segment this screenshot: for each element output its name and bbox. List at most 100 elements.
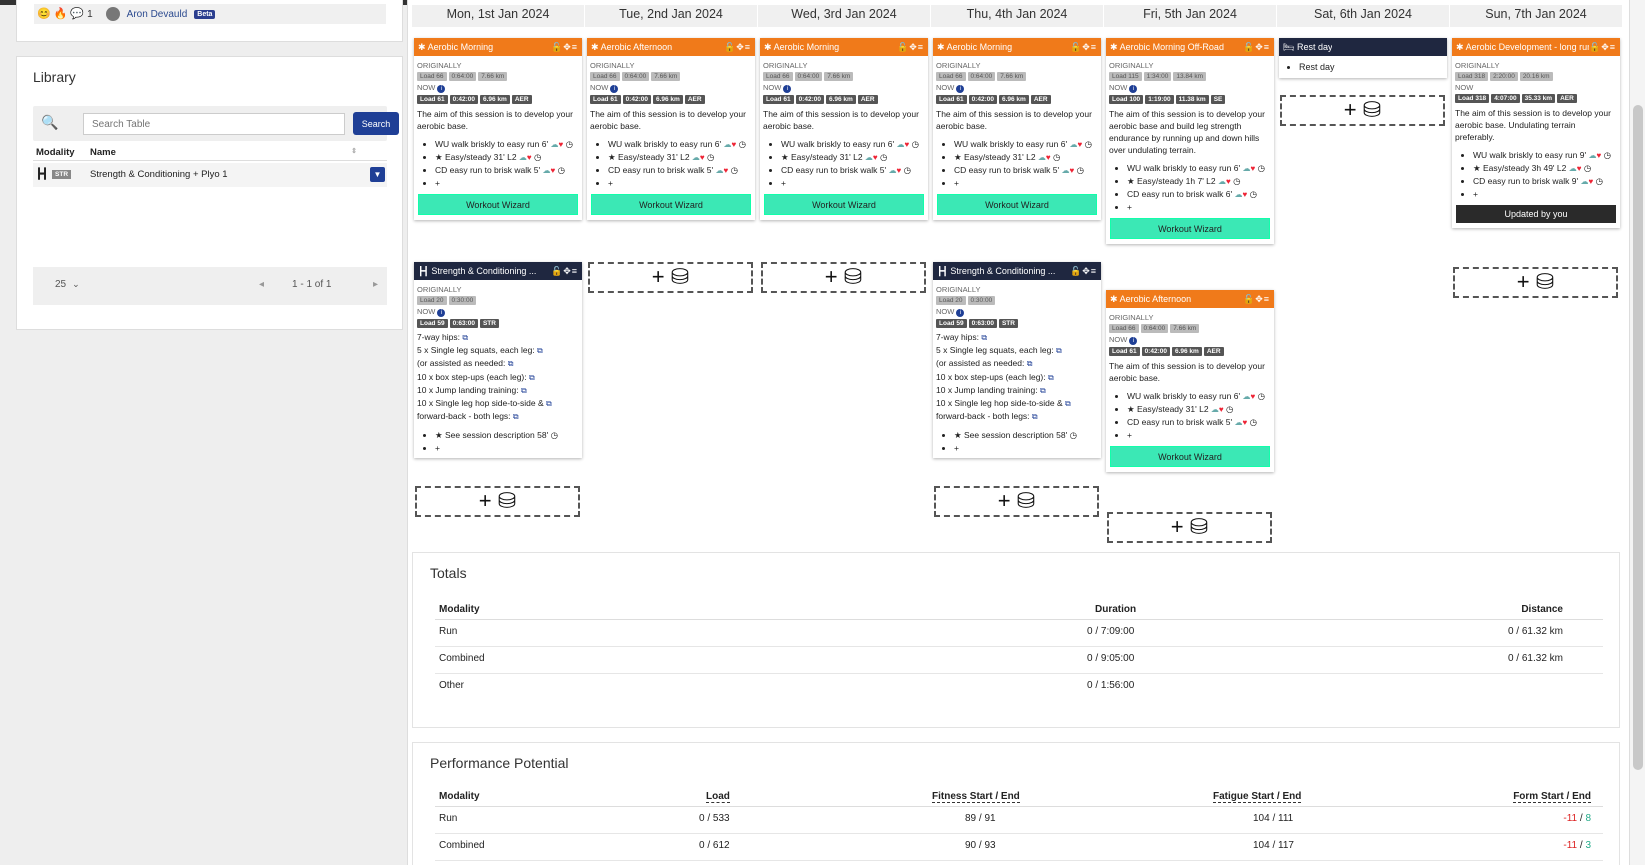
menu-icon[interactable]: ≡ <box>1609 41 1616 52</box>
lock-icon[interactable]: 🔓 <box>723 41 737 52</box>
step-item[interactable]: CD easy run to brisk walk 5' ☁♥ ◷ <box>954 164 1098 177</box>
workout-wizard-button[interactable]: Workout Wizard <box>764 194 924 215</box>
external-link-icon[interactable]: ⧉ <box>462 333 469 342</box>
lock-icon[interactable]: 🔓 <box>550 265 564 276</box>
add-step[interactable]: + <box>954 177 1098 190</box>
th-fitness[interactable]: Fitness Start / End <box>932 791 1020 803</box>
search-button[interactable]: Search <box>353 112 399 135</box>
user-name[interactable]: Aron Devauld <box>126 8 188 20</box>
external-link-icon[interactable]: ⧉ <box>1065 399 1071 409</box>
add-step[interactable]: + <box>1127 201 1271 214</box>
info-icon[interactable]: i <box>956 85 965 93</box>
lock-icon[interactable]: 🔓 <box>1242 293 1256 304</box>
info-icon[interactable]: i <box>956 309 965 317</box>
move-icon[interactable]: ✥ <box>736 41 745 52</box>
lock-icon[interactable]: 🔓 <box>1069 265 1083 276</box>
step-item[interactable]: ★ Easy/steady 31' L2 ☁♥ ◷ <box>954 151 1098 164</box>
flame-icon[interactable]: 🔥 <box>53 8 68 20</box>
workout-card[interactable]: ✱ Aerobic Morning 🔓✥≡ ORIGINALLY Load 66 0:6… <box>414 38 582 220</box>
th-load[interactable]: Load <box>706 791 730 803</box>
add-workout-button[interactable]: + ⛁ <box>1107 512 1272 543</box>
card-header[interactable]: ✱ Aerobic Morning 🔓✥≡ <box>760 38 928 56</box>
step-item[interactable]: WU walk briskly to easy run 6' ☁♥ ◷ <box>954 138 1098 151</box>
step-item[interactable]: ★ Easy/steady 31' L2 ☁♥ ◷ <box>781 151 925 164</box>
step-item[interactable]: CD easy run to brisk walk 6' ☁♥ ◷ <box>1127 188 1271 201</box>
chat-icon[interactable]: 💬 <box>70 8 85 20</box>
move-icon[interactable]: ✥ <box>563 265 572 276</box>
add-step[interactable]: + <box>608 177 752 190</box>
step-item[interactable]: ★ Easy/steady 1h 7' L2 ☁♥ ◷ <box>1127 175 1271 188</box>
move-icon[interactable]: ✥ <box>909 41 918 52</box>
step-item[interactable]: ★ Easy/steady 31' L2 ☁♥ ◷ <box>608 151 752 164</box>
step-item[interactable]: ★ See session description 58' ◷ <box>435 429 579 442</box>
add-step[interactable]: + <box>435 442 579 455</box>
search-input[interactable] <box>83 113 345 135</box>
external-link-icon[interactable]: ⧉ <box>512 412 519 422</box>
rest-card[interactable]: 🛏 Rest day Rest day <box>1279 38 1447 78</box>
add-step[interactable]: + <box>781 177 925 190</box>
lock-icon[interactable]: 🔓 <box>1588 41 1602 52</box>
add-step[interactable]: + <box>954 442 1098 455</box>
external-link-icon[interactable]: ⧉ <box>520 385 527 395</box>
menu-icon[interactable]: ≡ <box>1263 293 1270 304</box>
menu-icon[interactable]: ≡ <box>744 41 751 52</box>
external-link-icon[interactable]: ⧉ <box>1026 359 1033 369</box>
menu-icon[interactable]: ≡ <box>571 265 578 276</box>
sort-icon[interactable]: ⇕ <box>351 148 357 155</box>
add-workout-button[interactable]: + ⛁ <box>588 262 753 293</box>
step-item[interactable]: WU walk briskly to easy run 6' ☁♥ ◷ <box>781 138 925 151</box>
card-header[interactable]: ✱ Aerobic Afternoon 🔓✥≡ <box>587 38 755 56</box>
card-header[interactable]: ┣┫ Strength & Conditioning ... 🔓✥≡ <box>933 262 1101 280</box>
next-page-icon[interactable]: ▸ <box>373 279 379 290</box>
move-icon[interactable]: ✥ <box>1255 41 1264 52</box>
step-item[interactable]: WU walk briskly to easy run 6' ☁♥ ◷ <box>1127 162 1271 175</box>
smiley-icon[interactable]: 😊 <box>37 8 51 20</box>
add-workout-button[interactable]: + ⛁ <box>415 486 580 517</box>
workout-card[interactable]: ✱ Aerobic Development - long run 🔓✥≡ ORIGI… <box>1452 38 1620 228</box>
step-item[interactable]: ★ Easy/steady 3h 49' L2 ☁♥ ◷ <box>1473 162 1617 175</box>
step-item[interactable]: WU walk briskly to easy run 6' ☁♥ ◷ <box>1127 390 1271 403</box>
lock-icon[interactable]: 🔓 <box>1069 41 1083 52</box>
add-step[interactable]: + <box>1473 188 1617 201</box>
workout-card[interactable]: ┣┫ Strength & Conditioning ... 🔓✥≡ ORIGINA… <box>414 262 582 459</box>
step-item[interactable]: WU walk briskly to easy run 9' ☁♥ ◷ <box>1473 149 1617 162</box>
step-item[interactable]: ★ Easy/steady 31' L2 ☁♥ ◷ <box>435 151 579 164</box>
info-icon[interactable]: i <box>610 85 619 93</box>
menu-icon[interactable]: ≡ <box>1090 265 1097 276</box>
card-header[interactable]: ┣┫ Strength & Conditioning ... 🔓✥≡ <box>414 262 582 280</box>
step-item[interactable]: CD easy run to brisk walk 9' ☁♥ ◷ <box>1473 175 1617 188</box>
workout-card[interactable]: ✱ Aerobic Morning 🔓✥≡ ORIGINALLY Load 66 0:6… <box>933 38 1101 220</box>
step-item[interactable]: CD easy run to brisk walk 5' ☁♥ ◷ <box>608 164 752 177</box>
external-link-icon[interactable]: ⧉ <box>1056 346 1062 356</box>
card-header[interactable]: ✱ Aerobic Morning 🔓✥≡ <box>414 38 582 56</box>
step-item[interactable]: ★ Easy/steady 31' L2 ☁♥ ◷ <box>1127 403 1271 416</box>
card-header[interactable]: ✱ Aerobic Morning Off-Road 🔓✥≡ <box>1106 38 1274 56</box>
step-item[interactable]: WU walk briskly to easy run 6' ☁♥ ◷ <box>435 138 579 151</box>
lock-icon[interactable]: 🔓 <box>1242 41 1256 52</box>
card-header[interactable]: ✱ Aerobic Morning 🔓✥≡ <box>933 38 1101 56</box>
card-header[interactable]: ✱ Aerobic Development - long run 🔓✥≡ <box>1452 38 1620 56</box>
add-workout-button[interactable]: + ⛁ <box>934 486 1099 517</box>
lock-icon[interactable]: 🔓 <box>550 41 564 52</box>
external-link-icon[interactable]: ⧉ <box>529 372 535 382</box>
workout-card[interactable]: ┣┫ Strength & Conditioning ... 🔓✥≡ ORIGINA… <box>933 262 1101 459</box>
card-header[interactable]: 🛏 Rest day <box>1279 38 1447 56</box>
workout-wizard-button[interactable]: Workout Wizard <box>591 194 751 215</box>
step-item[interactable]: CD easy run to brisk walk 5' ☁♥ ◷ <box>781 164 925 177</box>
info-icon[interactable]: i <box>783 85 792 93</box>
add-workout-button[interactable]: + ⛁ <box>1280 95 1445 126</box>
workout-wizard-button[interactable]: Workout Wizard <box>1110 218 1270 239</box>
external-link-icon[interactable]: ⧉ <box>1031 412 1038 422</box>
external-link-icon[interactable]: ⧉ <box>537 346 543 356</box>
scrollbar[interactable] <box>1629 0 1645 865</box>
th-form[interactable]: Form Start / End <box>1513 791 1591 803</box>
step-item[interactable]: CD easy run to brisk walk 5' ☁♥ ◷ <box>435 164 579 177</box>
avatar[interactable] <box>105 7 120 21</box>
external-link-icon[interactable]: ⧉ <box>546 399 552 409</box>
workout-card[interactable]: ✱ Aerobic Afternoon 🔓✥≡ ORIGINALLY Load 66 0… <box>587 38 755 220</box>
external-link-icon[interactable]: ⧉ <box>981 333 988 342</box>
step-item[interactable]: WU walk briskly to easy run 6' ☁♥ ◷ <box>608 138 752 151</box>
menu-icon[interactable]: ≡ <box>1263 41 1270 52</box>
info-icon[interactable]: i <box>437 85 446 93</box>
move-icon[interactable]: ✥ <box>1082 265 1091 276</box>
